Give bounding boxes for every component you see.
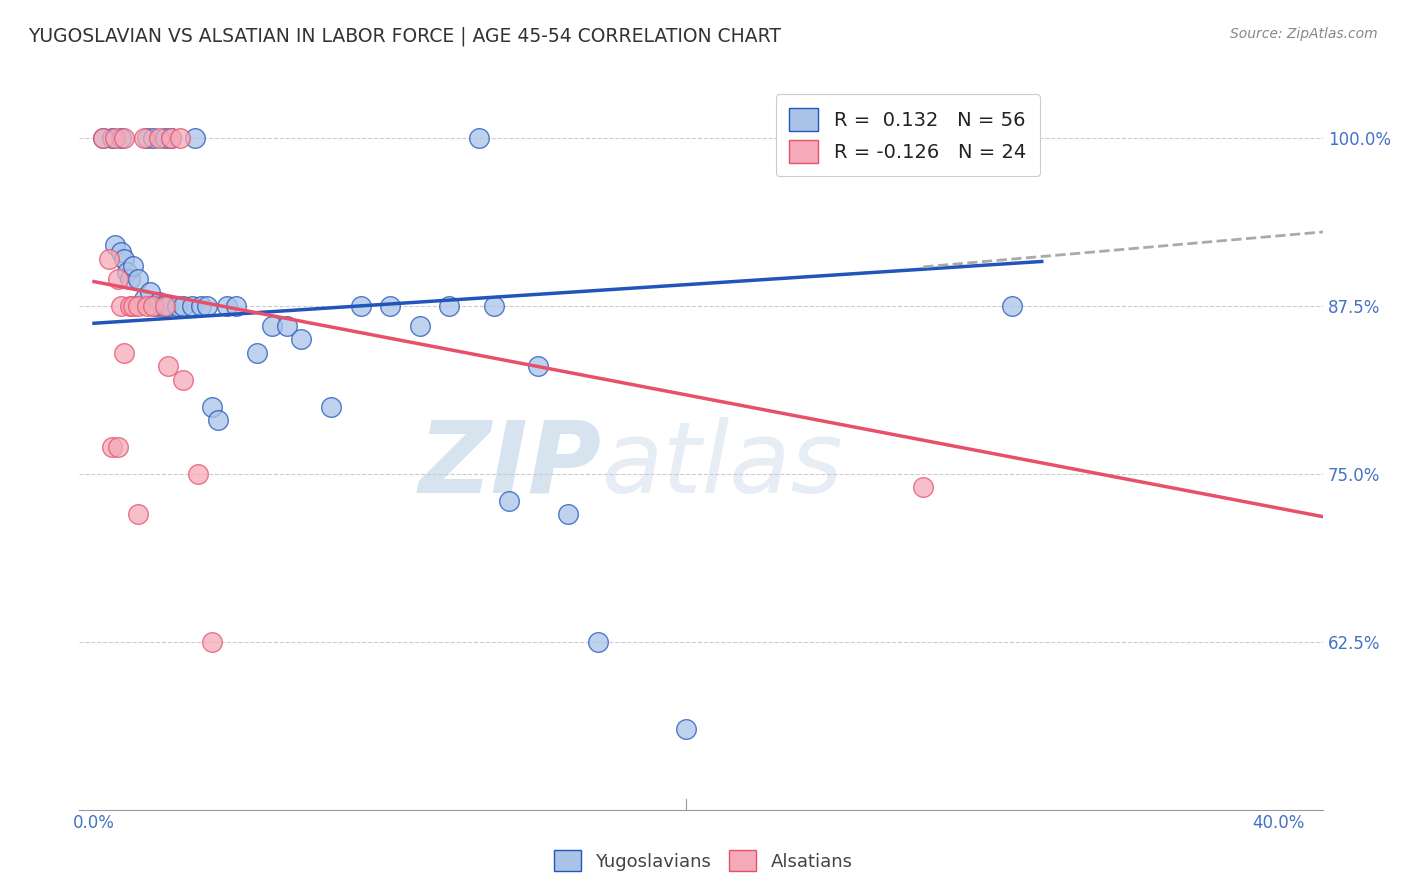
Point [498, 493, 520, 508]
Point [225, 299, 247, 313]
Point [439, 299, 461, 313]
Point [409, 318, 432, 333]
Point [104, 131, 127, 145]
Point [290, 332, 312, 346]
Text: Source: ZipAtlas.com: Source: ZipAtlas.com [1230, 27, 1378, 41]
Point [319, 400, 342, 414]
Legend: R =  0.132   N = 56, R = -0.126   N = 24: R = 0.132 N = 56, R = -0.126 N = 24 [776, 95, 1040, 177]
Point [349, 299, 371, 313]
Point [586, 634, 609, 648]
Point [246, 346, 269, 360]
Point [468, 131, 491, 145]
Point [139, 285, 162, 300]
Point [134, 131, 156, 145]
Point [260, 318, 283, 333]
Point [110, 245, 132, 260]
Point [276, 318, 298, 333]
Point [180, 299, 202, 313]
Point [127, 507, 149, 521]
Point [148, 131, 170, 145]
Point [110, 299, 132, 313]
Point [101, 440, 124, 454]
Point [482, 299, 505, 313]
Point [107, 272, 129, 286]
Point [145, 299, 167, 313]
Point [207, 413, 229, 427]
Point [527, 359, 550, 374]
Text: ZIP: ZIP [419, 417, 602, 514]
Point [134, 292, 156, 306]
Point [169, 131, 191, 145]
Point [166, 299, 188, 313]
Point [142, 299, 165, 313]
Point [201, 400, 224, 414]
Point [101, 131, 124, 145]
Text: YUGOSLAVIAN VS ALSATIAN IN LABOR FORCE | AGE 45-54 CORRELATION CHART: YUGOSLAVIAN VS ALSATIAN IN LABOR FORCE |… [28, 27, 782, 46]
Point [380, 299, 402, 313]
Point [91, 131, 114, 145]
Point [157, 299, 180, 313]
Point [121, 299, 143, 313]
Point [217, 299, 239, 313]
Point [190, 299, 212, 313]
Point [183, 131, 205, 145]
Text: atlas: atlas [602, 417, 844, 514]
Point [1001, 299, 1024, 313]
Point [148, 294, 170, 309]
Point [172, 299, 194, 313]
Point [115, 265, 138, 279]
Point [127, 272, 149, 286]
Point [136, 299, 159, 313]
Point [118, 272, 141, 286]
Point [912, 480, 935, 494]
Point [153, 131, 176, 145]
Point [104, 238, 127, 252]
Point [121, 259, 143, 273]
Point [160, 131, 183, 145]
Point [557, 507, 579, 521]
Legend: Yugoslavians, Alsatians: Yugoslavians, Alsatians [547, 843, 859, 879]
Point [107, 440, 129, 454]
Point [142, 131, 165, 145]
Point [118, 299, 141, 313]
Point [153, 299, 176, 313]
Point [110, 131, 132, 145]
Point [172, 373, 194, 387]
Point [157, 359, 180, 374]
Point [91, 131, 114, 145]
Point [112, 131, 135, 145]
Point [136, 131, 159, 145]
Point [150, 299, 173, 313]
Point [195, 299, 218, 313]
Point [127, 299, 149, 313]
Point [823, 131, 845, 145]
Point [187, 467, 209, 481]
Point [675, 722, 697, 736]
Point [201, 634, 224, 648]
Point [112, 346, 135, 360]
Point [112, 252, 135, 266]
Point [160, 131, 183, 145]
Point [97, 252, 120, 266]
